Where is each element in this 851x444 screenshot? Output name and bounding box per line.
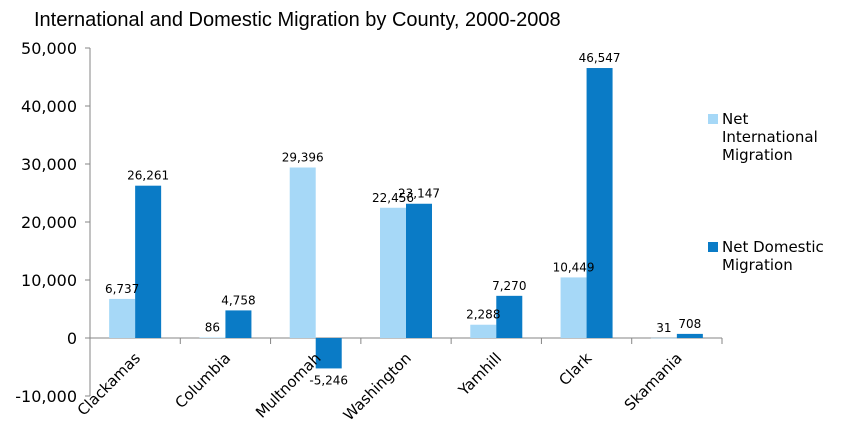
legend-entry: Net International Migration [722, 110, 818, 164]
data-label: 23,147 [398, 187, 440, 201]
bar-international [109, 298, 136, 338]
data-label: 2,288 [466, 308, 500, 322]
data-label: 7,270 [492, 279, 526, 293]
bar-domestic [496, 295, 523, 338]
data-label: 46,547 [579, 51, 621, 65]
bar-domestic [406, 203, 432, 338]
data-labels: 6,737 26,261 864,758 29,396 -5,246 22,45623,1… [105, 51, 701, 387]
x-tick-label: Clark [555, 349, 595, 389]
data-label: -5,246 [309, 373, 348, 387]
x-tick-labels: Clackamas Columbia Multnomah Washington Yamh… [74, 349, 686, 424]
axes: -10,000 0 10,000 20,000 30,000 40,000 50,000 [15, 39, 723, 406]
y-tick-label: 0 [67, 329, 77, 348]
x-tick-label: Columbia [171, 349, 234, 412]
bars [109, 68, 703, 369]
y-tick-label: 20,000 [21, 213, 77, 232]
legend-swatch [708, 242, 718, 252]
bar-international [380, 207, 406, 338]
bar-international [650, 337, 677, 339]
y-tick-label: 30,000 [21, 155, 77, 174]
chart-title: International and Domestic Migration by … [34, 9, 561, 31]
x-tick-label: Clackamas [74, 349, 144, 419]
y-tick-label: 50,000 [21, 39, 77, 58]
legend-swatch [708, 114, 718, 124]
x-tick-label: Washington [340, 349, 415, 424]
data-label: 29,396 [282, 151, 324, 165]
data-label: 22,456 [372, 191, 414, 205]
data-label: 31 [656, 321, 671, 335]
bar-domestic [586, 68, 613, 338]
bar-international [560, 277, 587, 338]
bar-domestic [135, 185, 162, 338]
bar-domestic [225, 310, 252, 338]
y-tick-label: -10,000 [15, 387, 77, 406]
legend-line: Net [722, 110, 748, 128]
bar-domestic [315, 338, 342, 369]
data-label: 4,758 [221, 293, 255, 307]
data-label: 26,261 [127, 169, 169, 183]
y-tick-label: 10,000 [21, 271, 77, 290]
data-label: 10,449 [553, 260, 595, 274]
legend-line: International [722, 128, 818, 146]
y-tick-label: 40,000 [21, 97, 77, 116]
legend-line: Migration [722, 256, 793, 274]
legend-line: Migration [722, 146, 793, 164]
bar-domestic [676, 333, 703, 338]
bar-international [199, 337, 226, 339]
data-label: 6,737 [105, 282, 139, 296]
bar-international [470, 324, 497, 338]
data-label: 86 [205, 321, 220, 335]
legend-line: Net Domestic [722, 238, 824, 256]
x-tick-label: Yamhill [454, 349, 505, 400]
data-label: 708 [678, 317, 701, 331]
legend-entry: Net Domestic Migration [722, 238, 824, 274]
bar-international [289, 167, 316, 338]
x-tick-label: Skamania [621, 349, 686, 414]
